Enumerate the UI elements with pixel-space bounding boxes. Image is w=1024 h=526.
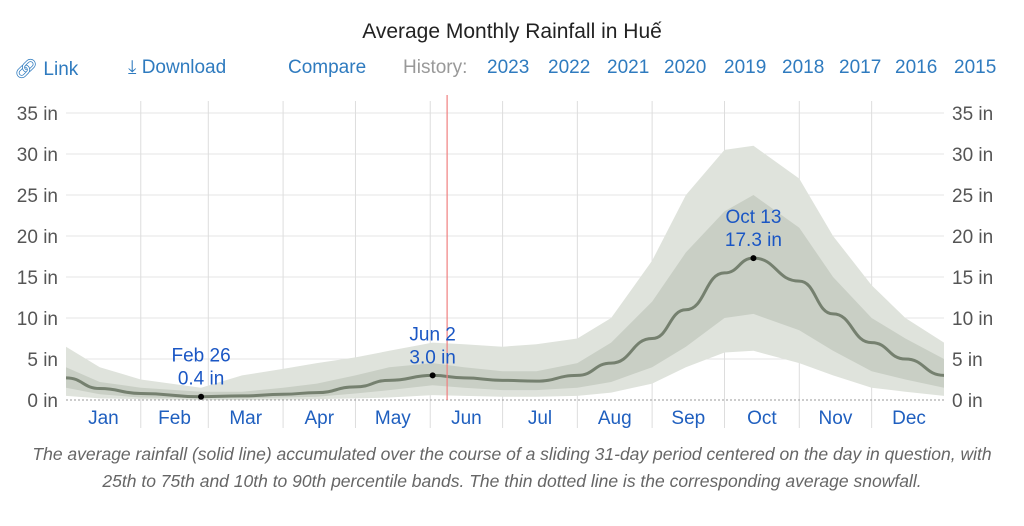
annotation-point [429, 372, 436, 379]
download-icon: ⤓ [128, 57, 137, 78]
month-label: Nov [819, 408, 853, 429]
link-button[interactable]: 🔗︎ Link [14, 59, 79, 80]
month-label: Jan [88, 408, 119, 429]
month-label: Dec [892, 408, 926, 429]
year-2015[interactable]: 2015 [954, 57, 997, 78]
year-2022[interactable]: 2022 [548, 57, 591, 78]
annotation-date: Oct 13 [725, 207, 781, 228]
annotation-date: Jun 2 [409, 324, 455, 345]
y-tick-right: 10 in [952, 309, 993, 330]
annotation-point [198, 393, 205, 400]
year-2018[interactable]: 2018 [782, 57, 825, 78]
y-tick-left: 25 in [17, 186, 58, 207]
mean-rainfall-line [65, 256, 945, 399]
chart-title: Average Monthly Rainfall in Huế [362, 20, 662, 43]
y-tick-right: 5 in [952, 350, 983, 371]
month-label: Mar [229, 408, 262, 429]
link-icon: 🔗︎ [14, 59, 39, 80]
annotation-value: 17.3 in [725, 230, 782, 251]
chart-caption: The average rainfall (solid line) accumu… [32, 444, 992, 491]
annotation-value: 3.0 in [409, 347, 455, 368]
month-label: Aug [598, 408, 632, 429]
year-2019[interactable]: 2019 [724, 57, 767, 78]
month-label: Feb [158, 408, 191, 429]
annotation-point [750, 255, 757, 262]
year-2021[interactable]: 2021 [607, 57, 650, 78]
y-tick-right: 25 in [952, 186, 993, 207]
y-tick-right: 0 in [952, 391, 983, 412]
y-tick-left: 0 in [27, 391, 58, 412]
year-2016[interactable]: 2016 [895, 57, 938, 78]
history-label: History: [403, 57, 468, 78]
month-label: Sep [671, 408, 705, 429]
year-2023[interactable]: 2023 [487, 57, 530, 78]
rainfall-chart: 0 in 0 in 5 in 5 in 10 in 10 in 15 in 15 in 20 i… [17, 95, 993, 429]
y-tick-left: 15 in [17, 268, 58, 289]
month-label: Jun [451, 408, 482, 429]
compare-button[interactable]: Compare [288, 57, 367, 78]
annotation-value: 0.4 in [178, 369, 224, 390]
band-25-75 [66, 195, 944, 399]
month-label: Jul [528, 408, 552, 429]
y-tick-left: 35 in [17, 104, 58, 125]
annotation-date: Feb 26 [171, 346, 230, 367]
year-2020[interactable]: 2020 [664, 57, 707, 78]
y-tick-right: 20 in [952, 227, 993, 248]
year-2017[interactable]: 2017 [839, 57, 882, 78]
y-tick-right: 35 in [952, 104, 993, 125]
month-label: Apr [304, 408, 334, 429]
y-tick-left: 5 in [27, 350, 58, 371]
band-10-90 [66, 145, 944, 400]
y-tick-left: 30 in [17, 145, 58, 166]
y-tick-left: 10 in [17, 309, 58, 330]
y-tick-right: 15 in [952, 268, 993, 289]
month-label: Oct [747, 408, 777, 429]
y-tick-right: 30 in [952, 145, 993, 166]
download-button[interactable]: ⤓ Download [128, 57, 227, 78]
y-tick-left: 20 in [17, 227, 58, 248]
month-label: May [375, 408, 411, 429]
